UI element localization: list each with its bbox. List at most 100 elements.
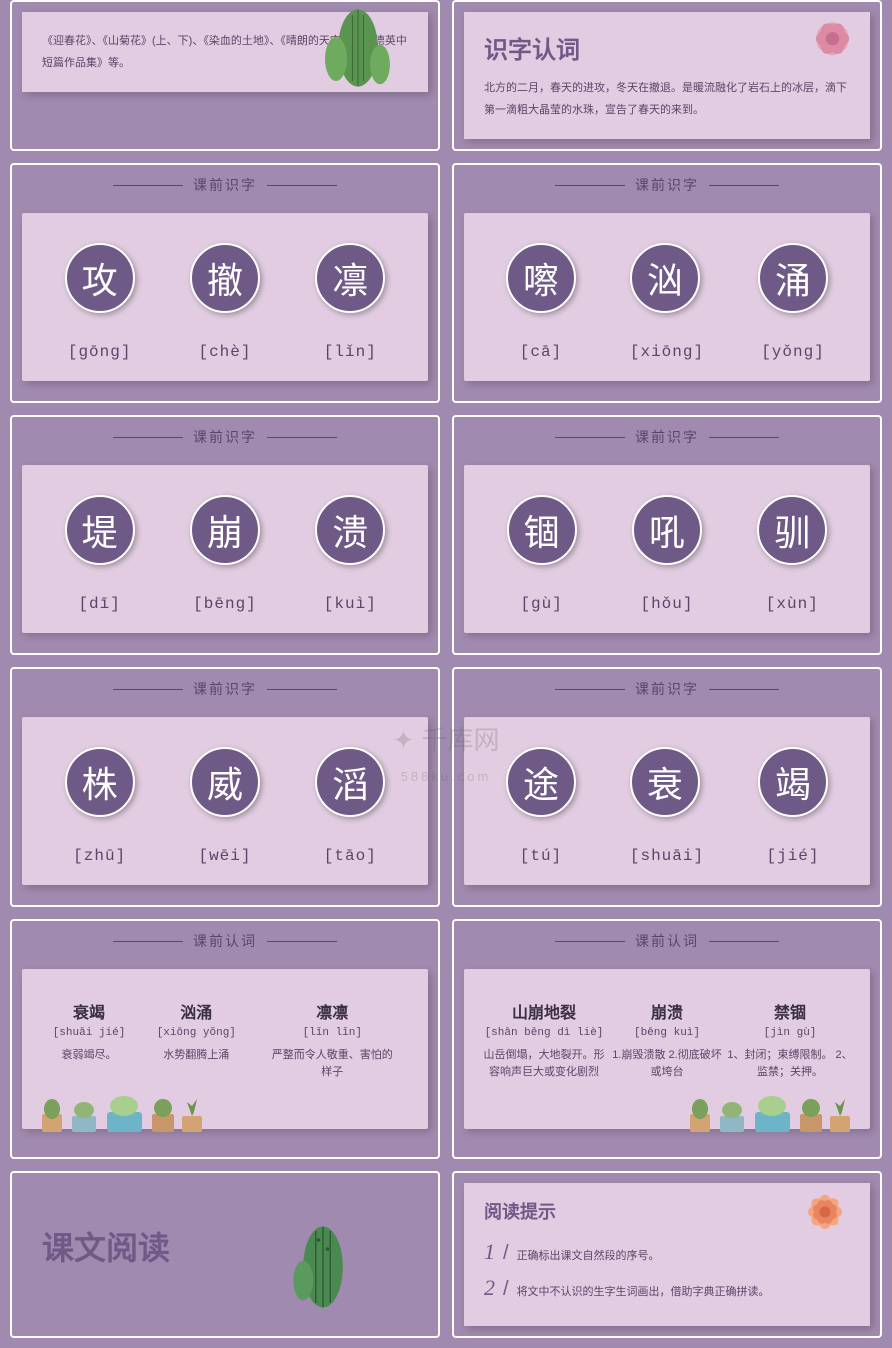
word-desc: 1.崩毁溃散 2.彻底破坏或垮台 (609, 1047, 725, 1080)
char-circle: 撤 (190, 243, 260, 313)
pinyin: [gōng] (65, 343, 135, 361)
pinyin: [tāo] (315, 847, 385, 865)
char-item: 攻 [gōng] (65, 243, 135, 361)
word-title: 汹涌 (157, 999, 236, 1023)
word-desc: 水势翻腾上涌 (157, 1047, 236, 1064)
word-title: 崩溃 (609, 999, 725, 1023)
slash-icon: / (503, 1278, 509, 1301)
char-circle: 嚓 (506, 243, 576, 313)
pinyin: [tú] (506, 847, 576, 865)
pinyin: [jié] (758, 847, 828, 865)
section-title: 课前认词 (464, 931, 870, 951)
char-circle: 滔 (315, 747, 385, 817)
char-circle: 衰 (630, 747, 700, 817)
intro-right-text: 北方的二月，春天的进攻，冬天在撤退。是暖流融化了岩石上的冰层，滴下第一滴粗大晶莹… (484, 77, 850, 121)
char-circle: 涌 (758, 243, 828, 313)
char-circle: 崩 (190, 495, 260, 565)
char-circle: 汹 (630, 243, 700, 313)
succulent-icon (790, 0, 875, 72)
word-desc: 1、封闭；束缚限制。 2、监禁；关押。 (725, 1047, 855, 1080)
cactus-icon (298, 0, 418, 92)
char-slide-4: 课前识字 株[zhū] 威[wēi] 滔[tāo] (10, 667, 440, 907)
section-title: 课前识字 (464, 427, 870, 447)
char-circle: 溃 (315, 495, 385, 565)
pinyin: [dī] (65, 595, 135, 613)
char-circle: 株 (65, 747, 135, 817)
pinyin: [kuì] (315, 595, 385, 613)
pinyin: [hǒu] (632, 595, 702, 613)
pinyin: [cā] (506, 343, 576, 361)
pinyin: [xiōng] (630, 343, 704, 361)
pinyin: [bēng] (190, 595, 260, 613)
char-slide-1: 课前识字 嚓[cā] 汹[xiōng] 涌[yǒng] (452, 163, 882, 403)
word-pinyin: [bēng kuì] (609, 1027, 725, 1039)
section-title: 课前识字 (22, 175, 428, 195)
pinyin: [gù] (507, 595, 577, 613)
word-title: 禁锢 (725, 999, 855, 1023)
char-item: 竭 [jié] (758, 747, 828, 865)
char-circle: 攻 (65, 243, 135, 313)
char-item: 吼 [hǒu] (632, 495, 702, 613)
char-circle: 吼 (632, 495, 702, 565)
word-item: 崩溃 [bēng kuì] 1.崩毁溃散 2.彻底破坏或垮台 (609, 999, 725, 1080)
word-title: 凛凛 (267, 999, 397, 1023)
pinyin: [zhū] (65, 847, 135, 865)
word-slide-0: 课前认词 衰竭 [shuāi jié] 衰弱竭尽。 汹涌 [xiōng yǒng] 水势… (10, 919, 440, 1159)
word-item: 衰竭 [shuāi jié] 衰弱竭尽。 (53, 999, 126, 1080)
char-circle: 竭 (758, 747, 828, 817)
char-item: 锢 [gù] (507, 495, 577, 613)
word-title: 衰竭 (53, 999, 126, 1023)
char-circle: 堤 (65, 495, 135, 565)
char-slide-0: 课前识字 攻 [gōng] 撤 [chè] 凛 [lǐn] (10, 163, 440, 403)
reading-tip-item: 2 / 将文中不认识的生字生词画出，借助字典正确拼读。 (484, 1275, 850, 1301)
char-item: 驯 [xùn] (757, 495, 827, 613)
reading-right-slide: 阅读提示 1 / 正确标出课文自然段的序号。 2 / 将文中不认识的生字生词画出… (452, 1171, 882, 1338)
word-desc: 山岳倒塌，大地裂开。形容响声巨大或变化剧烈 (479, 1047, 609, 1080)
char-circle: 途 (506, 747, 576, 817)
char-item: 株 [zhū] (65, 747, 135, 865)
char-item: 嚓 [cā] (506, 243, 576, 361)
lotus-icon (785, 1173, 865, 1243)
word-item: 禁锢 [jìn gù] 1、封闭；束缚限制。 2、监禁；关押。 (725, 999, 855, 1080)
pinyin: [xùn] (757, 595, 827, 613)
char-item: 堤 [dī] (65, 495, 135, 613)
section-title: 课前认词 (22, 931, 428, 951)
char-circle: 驯 (757, 495, 827, 565)
pinyin: [yǒng] (758, 343, 828, 361)
word-item: 山崩地裂 [shān bēng dì liè] 山岳倒塌，大地裂开。形容响声巨大或变… (479, 999, 609, 1080)
tip-text: 将文中不认识的生字生词画出，借助字典正确拼读。 (517, 1283, 770, 1299)
word-slide-1: 课前认词 山崩地裂 [shān bēng dì liè] 山岳倒塌，大地裂开。形容响… (452, 919, 882, 1159)
intro-left-slide: 《迎春花》、《山菊花》(上、下)、《染血的土地》、《晴朗的天空》、《冯德英中短篇… (10, 0, 440, 151)
section-title: 课前识字 (22, 679, 428, 699)
char-circle: 凛 (315, 243, 385, 313)
word-pinyin: [shuāi jié] (53, 1027, 126, 1039)
char-slide-5: 课前识字 途 [tú] 衰[shuāi] 竭 [jié] (452, 667, 882, 907)
word-pinyin: [jìn gù] (725, 1027, 855, 1039)
word-pinyin: [lǐn lǐn] (267, 1027, 397, 1039)
section-title: 课前识字 (22, 427, 428, 447)
section-title: 课前识字 (464, 679, 870, 699)
char-item: 途 [tú] (506, 747, 576, 865)
pinyin: [lǐn] (315, 343, 385, 361)
char-item: 滔 [tāo] (315, 747, 385, 865)
char-item: 撤 [chè] (190, 243, 260, 361)
char-slide-3: 课前识字 锢 [gù] 吼 [hǒu] 驯 [xùn] (452, 415, 882, 655)
char-item: 崩 [bēng] (190, 495, 260, 613)
word-desc: 衰弱竭尽。 (53, 1047, 126, 1064)
char-circle: 锢 (507, 495, 577, 565)
word-pinyin: [xiōng yǒng] (157, 1027, 236, 1039)
word-title: 山崩地裂 (479, 999, 609, 1023)
word-item: 汹涌 [xiōng yǒng] 水势翻腾上涌 (157, 999, 236, 1080)
tip-num: 2 (484, 1275, 495, 1301)
pinyin: [chè] (190, 343, 260, 361)
char-item: 衰[shuāi] (630, 747, 704, 865)
char-item: 溃 [kuì] (315, 495, 385, 613)
plants-icon (32, 1084, 212, 1134)
word-item: 凛凛 [lǐn lǐn] 严整而令人敬重、害怕的样子 (267, 999, 397, 1080)
word-desc: 严整而令人敬重、害怕的样子 (267, 1047, 397, 1080)
plants-icon (680, 1084, 860, 1134)
slash-icon: / (503, 1242, 509, 1265)
pinyin: [wēi] (190, 847, 260, 865)
tip-num: 1 (484, 1239, 495, 1265)
word-pinyin: [shān bēng dì liè] (479, 1027, 609, 1039)
